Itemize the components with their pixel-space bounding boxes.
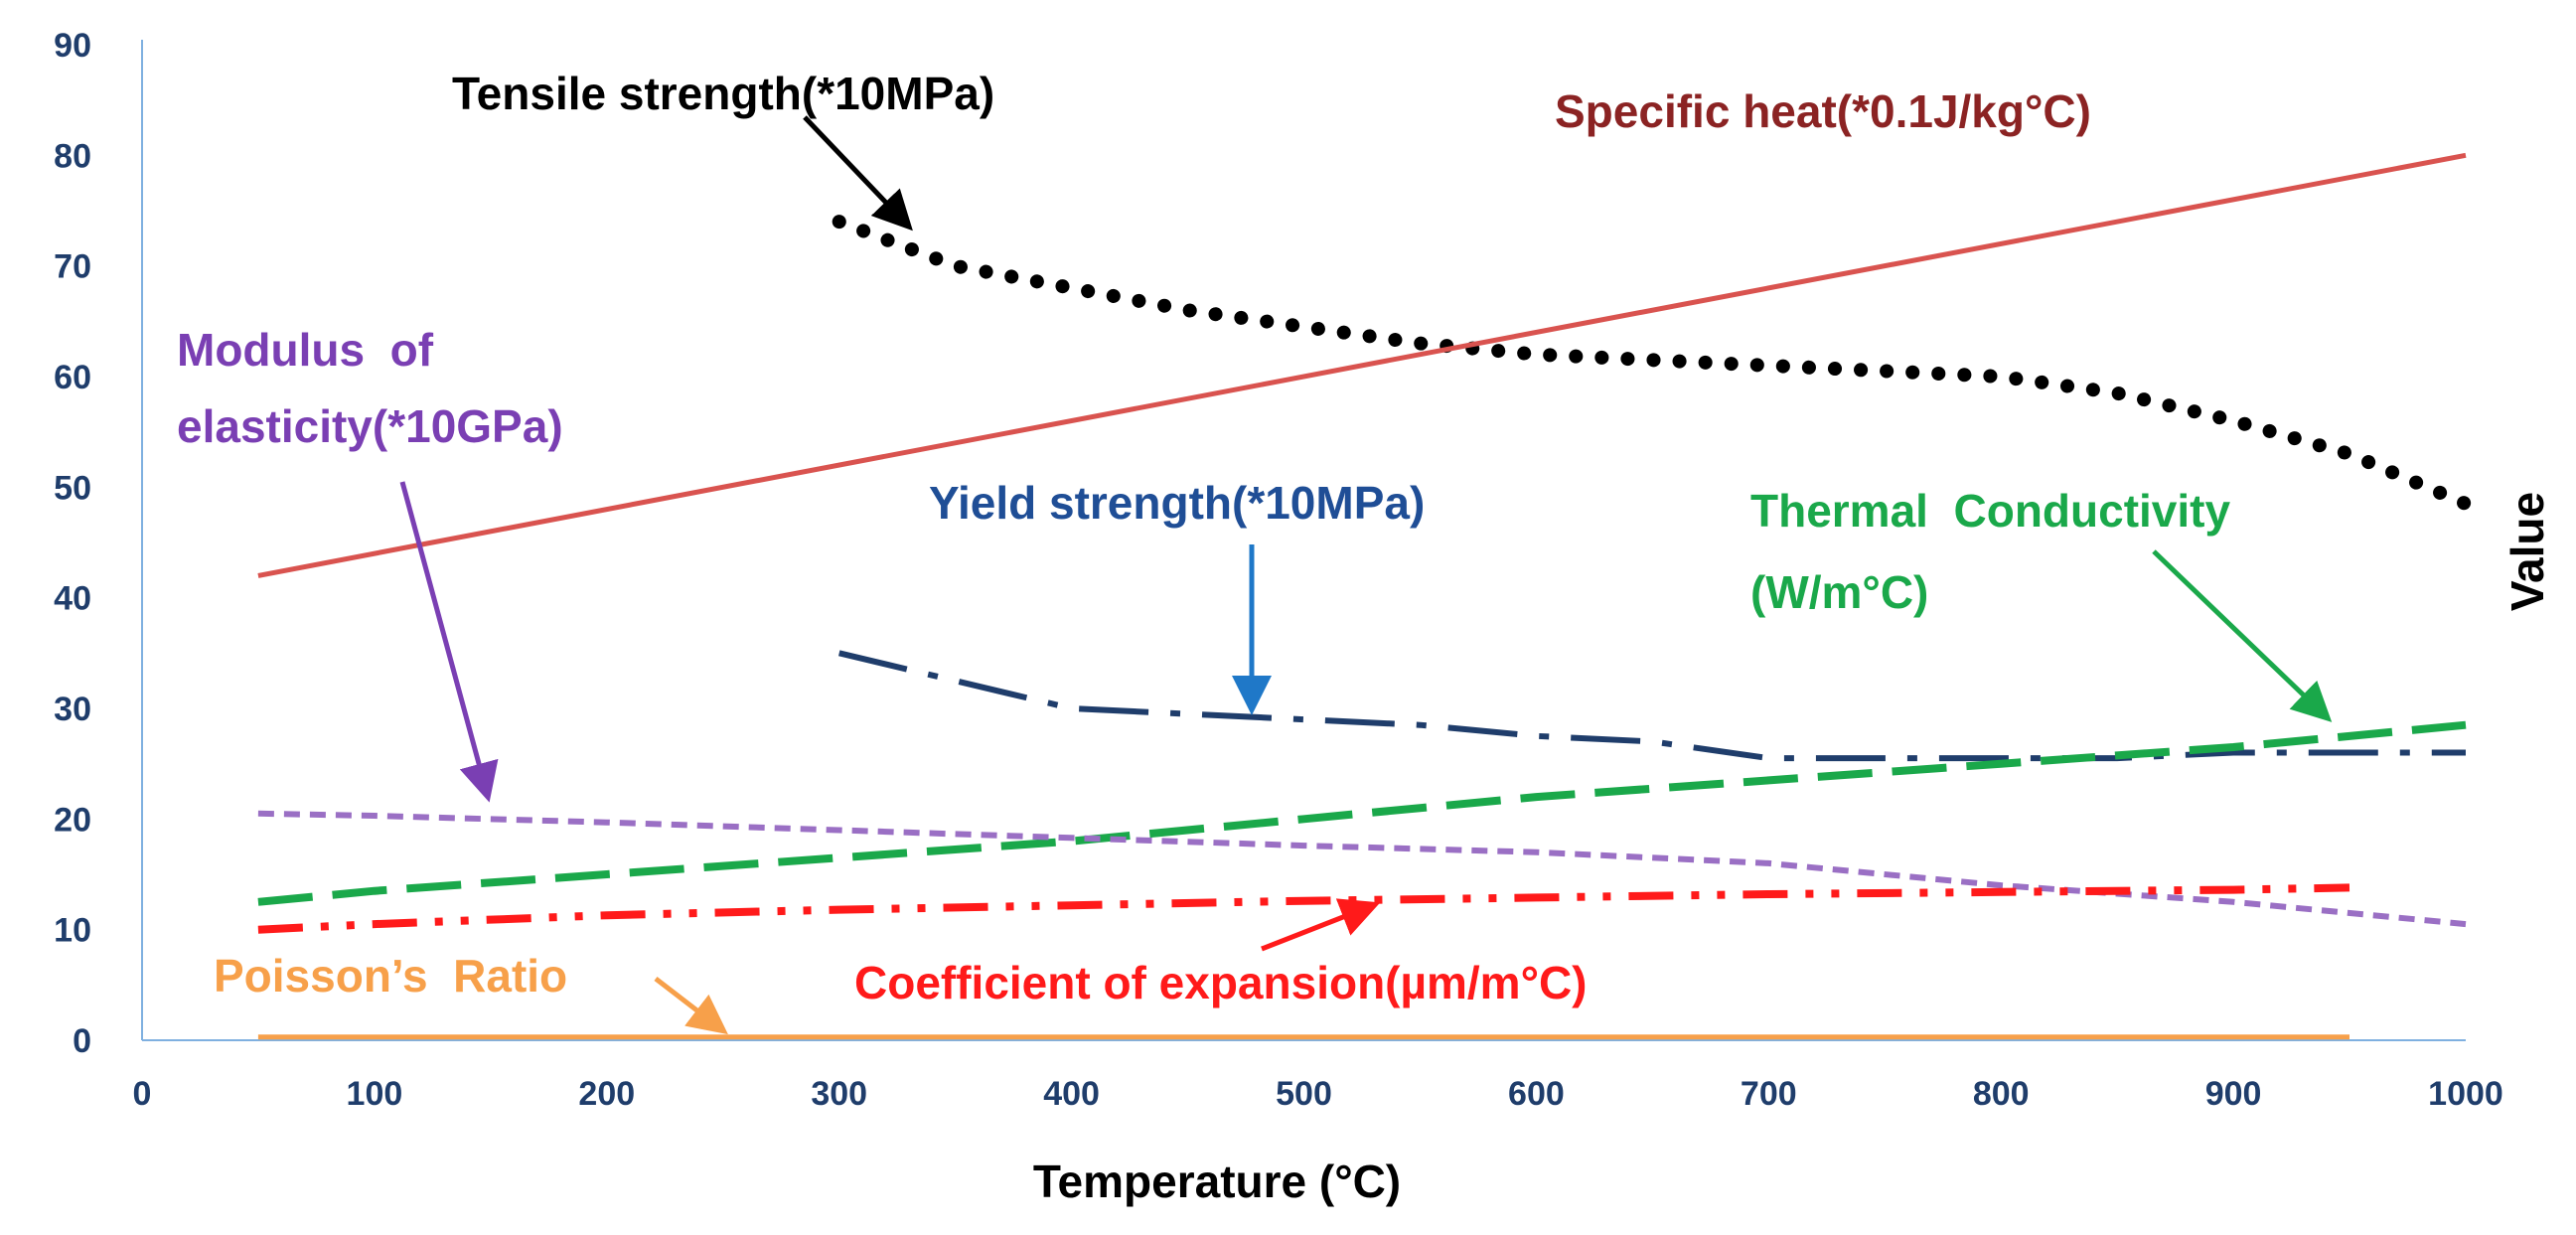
series-line-specific-heat-0-1j-kg-c xyxy=(257,152,2467,578)
annotation-poisson: Poisson’s Ratio xyxy=(214,950,567,1002)
annotation-yield: Yield strength(*10MPa) xyxy=(929,477,1425,529)
x-tick-label: 1000 xyxy=(2428,1075,2503,1113)
series-line-thermal-conductivity-w-m-c xyxy=(257,720,2467,906)
x-tick-label: 500 xyxy=(1276,1075,1332,1113)
annotation-specific-heat: Specific heat(*0.1J/kg°C) xyxy=(1555,85,2091,137)
annotation-thermal-line1: Thermal Conductivity xyxy=(1750,485,2230,537)
arrow-poisson xyxy=(654,977,728,1035)
y-tick-label: 10 xyxy=(54,912,91,950)
arrow-expansion xyxy=(1261,898,1381,952)
series-line-tensile-strength-10mpa xyxy=(832,215,2473,511)
annotation-modulus-line2: elasticity(*10GPa) xyxy=(177,400,563,452)
series-layer xyxy=(257,152,2473,1040)
arrow-thermal xyxy=(2152,549,2333,722)
y-tick-label: 70 xyxy=(54,248,91,286)
x-tick-label: 300 xyxy=(811,1075,867,1113)
series-line-coefficient-of-expansion-m-m-c xyxy=(257,883,2350,934)
y-tick-label: 20 xyxy=(54,801,91,839)
y-tick-label: 50 xyxy=(54,469,91,507)
x-tick-label: 0 xyxy=(133,1075,152,1113)
x-tick-label: 600 xyxy=(1508,1075,1565,1113)
annotation-modulus-line1: Modulus of xyxy=(177,324,434,376)
arrow-modulus xyxy=(399,481,499,803)
y-tick-label: 90 xyxy=(54,27,91,65)
axes xyxy=(141,40,2466,1041)
y-tick-label: 60 xyxy=(54,359,91,396)
annotations: Tensile strength(*10MPa) Specific heat(*… xyxy=(177,68,2333,1035)
x-axis-title: Temperature (°C) xyxy=(1033,1156,1401,1207)
x-tick-label: 200 xyxy=(578,1075,635,1113)
y-tick-label: 30 xyxy=(54,691,91,728)
series-line-yield-strength-10mpa xyxy=(838,650,2466,762)
x-tick-label: 400 xyxy=(1043,1075,1100,1113)
annotation-thermal-line2: (W/m°C) xyxy=(1750,566,1928,618)
series-line-modulus-of-elasticity-10gpa xyxy=(257,810,2467,928)
annotation-tensile: Tensile strength(*10MPa) xyxy=(452,68,994,119)
y-tick-label: 0 xyxy=(73,1022,91,1060)
annotation-expansion: Coefficient of expansion(µm/m°C) xyxy=(854,957,1588,1008)
x-tick-label: 100 xyxy=(347,1075,403,1113)
y-tick-label: 80 xyxy=(54,137,91,175)
x-tick-label: 700 xyxy=(1741,1075,1797,1113)
tick-labels: 0 100 200 300 400 500 600 700 800 900 1000 0 10 20 30 4… xyxy=(54,27,2503,1113)
x-tick-label: 900 xyxy=(2205,1075,2262,1113)
arrow-tensile xyxy=(803,115,913,232)
x-tick-label: 800 xyxy=(1973,1075,2030,1113)
y-tick-label: 40 xyxy=(54,580,91,618)
y-axis-title: Value xyxy=(2501,492,2553,611)
